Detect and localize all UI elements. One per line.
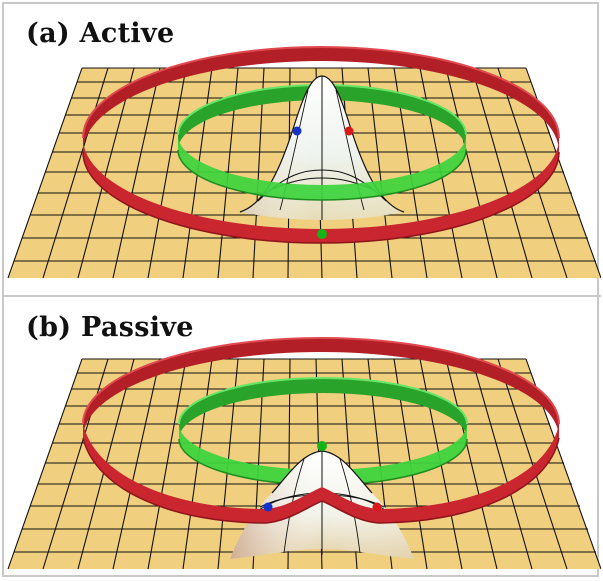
panel-a-scene bbox=[7, 46, 601, 279]
panel-b-scene bbox=[7, 337, 601, 570]
outer-ring-back bbox=[82, 337, 560, 438]
blue-ball bbox=[263, 502, 273, 512]
inner-ring-front bbox=[177, 135, 467, 201]
outer-ring-back bbox=[82, 46, 560, 152]
blue-ball bbox=[292, 126, 302, 136]
outer-ring-front bbox=[82, 138, 560, 244]
panel-b-title: (b) Passive bbox=[26, 312, 194, 343]
green-ball bbox=[317, 441, 327, 451]
panel-a-title: (a) Active bbox=[26, 18, 175, 49]
green-ball bbox=[317, 229, 327, 239]
red-ball bbox=[344, 126, 354, 136]
outer-ring-front bbox=[82, 424, 560, 524]
red-ball bbox=[372, 502, 382, 512]
panel-divider bbox=[4, 295, 601, 297]
inner-ring-back bbox=[178, 377, 468, 439]
